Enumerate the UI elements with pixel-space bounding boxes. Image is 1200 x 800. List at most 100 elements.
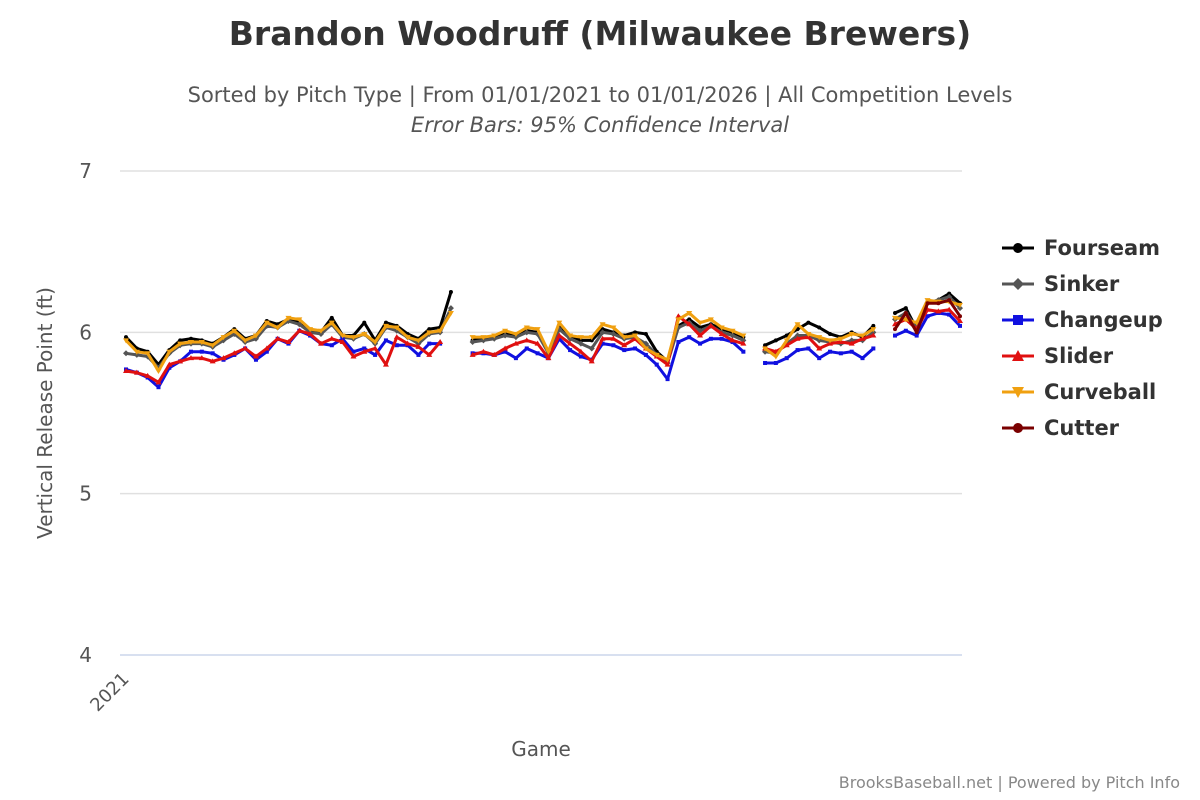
- curveball-point: [718, 325, 725, 331]
- sinker-point: [599, 329, 606, 336]
- changeup-point: [763, 360, 768, 365]
- fourseam-point: [589, 338, 594, 343]
- changeup-point: [340, 336, 345, 341]
- fourseam-point: [124, 335, 128, 340]
- fourseam-point: [763, 343, 768, 348]
- legend-item-cutter[interactable]: Cutter: [1002, 416, 1120, 440]
- fourseam-point: [188, 336, 193, 341]
- changeup-point: [503, 349, 508, 354]
- sinker-point: [317, 330, 324, 337]
- slider-point: [718, 330, 725, 336]
- legend-item-curveball[interactable]: Curveball: [1002, 380, 1156, 404]
- legend-item-sinker[interactable]: Sinker: [1002, 272, 1120, 296]
- curveball-point: [426, 330, 433, 336]
- slider-point: [372, 345, 379, 351]
- curveball-point: [393, 325, 400, 331]
- fourseam-point: [427, 327, 432, 332]
- curveball-point: [512, 331, 519, 337]
- curveball-point: [274, 325, 281, 331]
- changeup-point: [893, 333, 898, 338]
- curveball-point: [523, 325, 530, 331]
- legend-item-changeup[interactable]: Changeup: [1002, 308, 1163, 332]
- changeup-point: [687, 335, 692, 340]
- slider-point: [523, 337, 530, 343]
- sinker-point: [957, 305, 963, 312]
- slider-point: [707, 322, 714, 328]
- fourseam-point: [773, 338, 778, 343]
- triangle-down-marker-icon: [1012, 387, 1024, 398]
- changeup-point: [513, 356, 518, 361]
- curveball-point: [783, 338, 790, 344]
- sinker-point: [123, 350, 129, 357]
- fourseam-point: [633, 330, 638, 335]
- legend-item-fourseam[interactable]: Fourseam: [1002, 236, 1160, 260]
- slider-point: [252, 353, 259, 359]
- changeup-point: [903, 328, 908, 333]
- changeup-point: [416, 352, 421, 357]
- changeup-point: [535, 351, 540, 356]
- curveball-point: [177, 341, 184, 347]
- changeup-point: [654, 362, 659, 367]
- curveball-point: [762, 346, 769, 352]
- slider-point: [198, 355, 205, 361]
- slider-point: [545, 355, 552, 361]
- slider-point: [177, 358, 184, 364]
- fourseam-point: [329, 315, 334, 320]
- curveball-point: [827, 338, 834, 344]
- changeup-point: [362, 346, 367, 351]
- curveball-point: [372, 340, 379, 346]
- changeup-point: [741, 349, 746, 354]
- cutter-point: [958, 314, 962, 319]
- changeup-point: [806, 346, 811, 351]
- slider-point: [599, 335, 606, 341]
- curveball-point: [155, 369, 162, 375]
- curveball-point: [220, 335, 227, 341]
- sinker-point: [502, 332, 509, 339]
- slider-point: [848, 340, 855, 346]
- fourseam-point: [383, 320, 388, 325]
- series-cutter[interactable]: [893, 298, 962, 335]
- cutter-point: [947, 298, 952, 303]
- slider-point: [328, 335, 335, 341]
- curveball-point: [263, 320, 270, 326]
- series-curveball[interactable]: [123, 298, 963, 375]
- changeup-point: [708, 336, 713, 341]
- curveball-point: [816, 335, 823, 341]
- sinker-point: [729, 332, 736, 339]
- changeup-point: [643, 352, 648, 357]
- changeup-point: [817, 356, 822, 361]
- slider-point: [534, 340, 541, 346]
- chart-subtitle: Sorted by Pitch Type | From 01/01/2021 t…: [187, 83, 1013, 107]
- changeup-point: [795, 348, 800, 353]
- changeup-point: [719, 336, 724, 341]
- cutter-point: [903, 310, 908, 315]
- curveball-point: [870, 327, 877, 333]
- curveball-point: [729, 328, 736, 334]
- fourseam-point: [806, 320, 811, 325]
- x-tick-label: 2021: [86, 669, 133, 716]
- fourseam-point: [947, 291, 952, 296]
- slider-point: [339, 339, 346, 345]
- slider-point: [957, 318, 963, 324]
- y-tick-label: 6: [79, 320, 92, 344]
- slider-point: [480, 348, 487, 354]
- changeup-point: [167, 365, 172, 370]
- series-slider[interactable]: [123, 306, 963, 385]
- curveball-point: [339, 333, 346, 339]
- slider-point: [512, 340, 519, 346]
- slider-point: [816, 345, 823, 351]
- curveball-point: [447, 310, 454, 316]
- fourseam-point: [178, 338, 183, 343]
- fourseam-point: [687, 317, 692, 322]
- y-tick-label: 5: [79, 482, 92, 506]
- curveball-point: [924, 298, 931, 304]
- changeup-point: [600, 341, 605, 346]
- credits[interactable]: BrooksBaseball.net | Powered by Pitch In…: [838, 773, 1180, 792]
- curveball-point: [133, 349, 140, 355]
- legend-item-slider[interactable]: Slider: [1002, 344, 1114, 368]
- changeup-point: [784, 356, 789, 361]
- legend-label: Fourseam: [1044, 236, 1160, 260]
- slider-point: [610, 335, 617, 341]
- curveball-point: [740, 333, 747, 339]
